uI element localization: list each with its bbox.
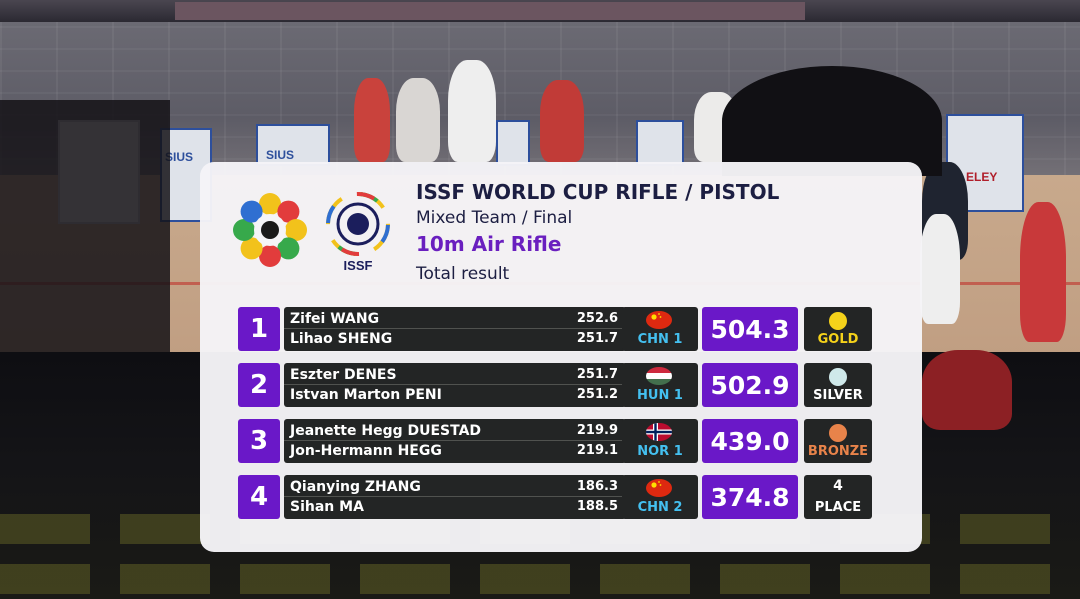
target-booth (636, 120, 684, 166)
booth-sign: SIUS (165, 150, 194, 164)
rank-badge: 4 (238, 475, 280, 519)
booth-sign: SIUS (266, 148, 295, 162)
event-name: 10m Air Rifle (416, 232, 562, 256)
hungary-flag-icon (646, 367, 672, 385)
athlete-figure (354, 78, 390, 162)
athlete-name: Zifei WANG (290, 311, 380, 327)
rank-badge: 1 (238, 307, 280, 351)
athlete-name: Jon-Hermann HEGG (290, 443, 442, 459)
issf-logo-text: ISSF (343, 258, 373, 273)
event-subtitle: Mixed Team / Final (416, 208, 573, 228)
arena-wall (0, 0, 1080, 22)
issf-logo-icon (326, 192, 390, 256)
nation-cell: CHN 1 (622, 307, 698, 351)
athlete-names: Qianying ZHANG 186.3 Sihan MA 188.5 (284, 475, 626, 519)
total-score: 504.3 (702, 307, 798, 351)
medal-cell: BRONZE (804, 419, 872, 463)
total-score: 374.8 (702, 475, 798, 519)
spectator-silhouette (722, 66, 942, 176)
athlete-line: Istvan Marton PENI 251.2 (290, 386, 620, 404)
china-flag-icon (646, 311, 672, 329)
athlete-score: 251.7 (576, 367, 618, 382)
medal-cell: SILVER (804, 363, 872, 407)
booth-sign: ELEY (966, 170, 998, 184)
results-card: ISSF ISSF WORLD CUP RIFLE / PISTOL Mixed… (200, 162, 922, 552)
gold-medal-icon (829, 312, 847, 330)
medal-label: GOLD (817, 332, 859, 347)
nation-cell: HUN 1 (622, 363, 698, 407)
athlete-name: Lihao SHENG (290, 331, 393, 347)
noc-code: HUN 1 (637, 388, 683, 403)
athlete-line: Sihan MA 188.5 (290, 498, 620, 516)
athlete-score: 219.1 (576, 443, 618, 458)
silver-medal-icon (829, 368, 847, 386)
result-type: Total result (416, 264, 510, 284)
world-cup-emblem-icon (233, 193, 307, 267)
official-figure (920, 214, 960, 324)
noc-code: NOR 1 (637, 444, 683, 459)
official-figure (1020, 202, 1066, 342)
medal-cell: GOLD (804, 307, 872, 351)
medal-label: BRONZE (807, 444, 869, 459)
result-row: 4 Qianying ZHANG 186.3 Sihan MA 188.5 CH… (238, 475, 872, 519)
athlete-names: Zifei WANG 252.6 Lihao SHENG 251.7 (284, 307, 626, 351)
result-row: 3 Jeanette Hegg DUESTAD 219.9 Jon-Herman… (238, 419, 872, 463)
target-booth: SIUS (256, 124, 330, 166)
athlete-name: Sihan MA (290, 499, 364, 515)
athlete-score: 188.5 (576, 499, 618, 514)
athlete-score: 251.2 (576, 387, 618, 402)
china-flag-icon (646, 479, 672, 497)
athlete-name: Qianying ZHANG (290, 479, 421, 495)
athlete-line: Jeanette Hegg DUESTAD 219.9 (290, 422, 620, 440)
norway-flag-icon (646, 423, 672, 441)
athlete-names: Eszter DENES 251.7 Istvan Marton PENI 25… (284, 363, 626, 407)
athlete-line: Qianying ZHANG 186.3 (290, 478, 620, 496)
athlete-figure (448, 60, 496, 162)
athlete-name: Istvan Marton PENI (290, 387, 442, 403)
athlete-score: 186.3 (576, 479, 618, 494)
result-row: 1 Zifei WANG 252.6 Lihao SHENG 251.7 CHN… (238, 307, 872, 351)
athlete-name: Eszter DENES (290, 367, 397, 383)
spectator-figure (922, 350, 1012, 430)
athlete-name: Jeanette Hegg DUESTAD (290, 423, 482, 439)
athlete-line: Eszter DENES 251.7 (290, 366, 620, 384)
camera-operator-silhouette (0, 100, 170, 360)
target-booth (496, 120, 530, 166)
place-number: 4 (833, 478, 843, 494)
result-row: 2 Eszter DENES 251.7 Istvan Marton PENI … (238, 363, 872, 407)
competition-title: ISSF WORLD CUP RIFLE / PISTOL (416, 180, 780, 204)
rank-badge: 2 (238, 363, 280, 407)
rank-badge: 3 (238, 419, 280, 463)
total-score: 502.9 (702, 363, 798, 407)
nation-cell: CHN 2 (622, 475, 698, 519)
medal-label: PLACE (814, 500, 862, 515)
noc-code: CHN 1 (637, 332, 683, 347)
athlete-names: Jeanette Hegg DUESTAD 219.9 Jon-Hermann … (284, 419, 626, 463)
athlete-figure (540, 80, 584, 162)
athlete-line: Jon-Hermann HEGG 219.1 (290, 442, 620, 460)
athlete-score: 252.6 (576, 311, 618, 326)
athlete-score: 219.9 (576, 423, 618, 438)
athlete-score: 251.7 (576, 331, 618, 346)
medal-cell: 4 PLACE (804, 475, 872, 519)
athlete-figure (396, 78, 440, 162)
noc-code: CHN 2 (637, 500, 683, 515)
bronze-medal-icon (829, 424, 847, 442)
total-score: 439.0 (702, 419, 798, 463)
medal-label: SILVER (813, 388, 863, 403)
athlete-line: Zifei WANG 252.6 (290, 310, 620, 328)
nation-cell: NOR 1 (622, 419, 698, 463)
athlete-line: Lihao SHENG 251.7 (290, 330, 620, 348)
